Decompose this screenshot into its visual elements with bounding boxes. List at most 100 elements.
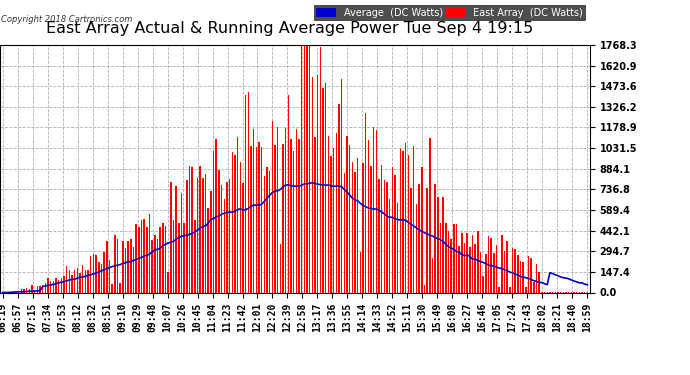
Bar <box>159 227 161 292</box>
Bar <box>229 180 230 292</box>
Bar <box>304 45 305 292</box>
Bar <box>151 240 153 292</box>
Bar <box>189 166 190 292</box>
Bar <box>234 155 236 292</box>
Bar <box>23 289 25 292</box>
Bar <box>130 239 132 292</box>
Bar <box>264 176 265 292</box>
Bar <box>485 254 486 292</box>
Bar <box>58 280 59 292</box>
Bar <box>111 284 113 292</box>
Bar <box>384 180 385 292</box>
Bar <box>71 275 73 292</box>
Bar <box>144 219 145 292</box>
Bar <box>157 238 158 292</box>
Bar <box>298 139 299 292</box>
Bar <box>224 199 225 292</box>
Bar <box>368 140 369 292</box>
Bar <box>325 83 326 292</box>
Bar <box>440 223 441 292</box>
Bar <box>122 241 124 292</box>
Bar <box>18 291 19 292</box>
Bar <box>98 262 99 292</box>
Bar <box>381 165 382 292</box>
Bar <box>405 143 406 292</box>
Bar <box>432 258 433 292</box>
Bar <box>255 147 257 292</box>
Bar <box>213 151 215 292</box>
Bar <box>491 238 492 292</box>
Bar <box>45 284 46 292</box>
Bar <box>445 223 446 292</box>
Bar <box>301 45 302 292</box>
Bar <box>517 255 519 292</box>
Bar <box>333 148 335 292</box>
Bar <box>146 227 148 292</box>
Bar <box>461 234 462 292</box>
Bar <box>178 223 179 292</box>
Bar <box>226 182 228 292</box>
Bar <box>274 145 276 292</box>
Bar <box>309 45 310 292</box>
Bar <box>141 220 142 292</box>
Bar <box>117 239 118 292</box>
Bar <box>469 248 471 292</box>
Bar <box>515 249 516 292</box>
Bar <box>269 171 270 292</box>
Bar <box>279 244 281 292</box>
Bar <box>448 231 449 292</box>
Bar <box>344 173 345 292</box>
Bar <box>335 134 337 292</box>
Bar <box>429 138 431 292</box>
Bar <box>395 175 396 292</box>
Bar <box>90 256 92 292</box>
Bar <box>266 167 268 292</box>
Bar <box>362 163 364 292</box>
Bar <box>288 95 289 292</box>
Bar <box>312 77 313 292</box>
Bar <box>272 121 273 292</box>
Bar <box>15 291 17 292</box>
Bar <box>66 266 68 292</box>
Bar <box>119 284 121 292</box>
Bar <box>317 75 318 292</box>
Bar <box>496 245 497 292</box>
Bar <box>109 260 110 292</box>
Bar <box>245 95 246 292</box>
Bar <box>77 268 78 292</box>
Bar <box>322 88 324 292</box>
Bar <box>341 79 342 292</box>
Bar <box>418 184 420 292</box>
Bar <box>306 45 308 292</box>
Bar <box>149 214 150 292</box>
Bar <box>408 155 409 292</box>
Bar <box>442 197 444 292</box>
Bar <box>28 289 30 292</box>
Bar <box>26 288 28 292</box>
Bar <box>114 235 115 292</box>
Bar <box>191 167 193 292</box>
Bar <box>165 226 166 292</box>
Bar <box>402 151 404 292</box>
Bar <box>435 184 436 292</box>
Bar <box>413 146 415 292</box>
Bar <box>82 265 83 292</box>
Bar <box>50 281 52 292</box>
Bar <box>426 188 428 292</box>
Bar <box>411 188 412 292</box>
Bar <box>512 248 513 292</box>
Bar <box>34 290 35 292</box>
Bar <box>493 253 495 292</box>
Bar <box>277 127 278 292</box>
Bar <box>282 144 284 292</box>
Bar <box>533 282 535 292</box>
Bar <box>135 224 137 292</box>
Bar <box>458 246 460 292</box>
Bar <box>63 276 65 292</box>
Bar <box>352 162 353 292</box>
Bar <box>61 278 62 292</box>
Bar <box>218 170 219 292</box>
Bar <box>208 209 209 292</box>
Bar <box>375 130 377 292</box>
Bar <box>237 137 238 292</box>
